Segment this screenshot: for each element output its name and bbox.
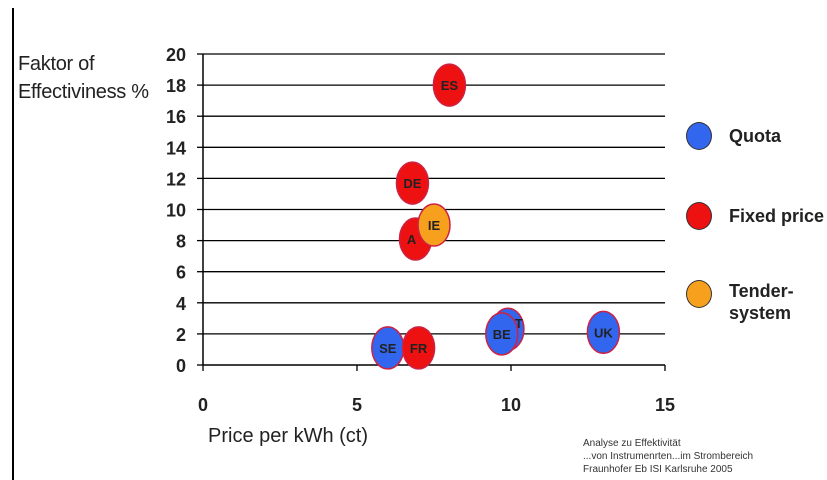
y-tick-label: 12 [166, 169, 186, 189]
y-tick-label: 10 [166, 201, 186, 221]
y-tick-label: 16 [166, 107, 186, 127]
x-tick-label: 0 [198, 395, 208, 415]
data-point-uk [586, 310, 621, 355]
x-axis-label: Price per kWh (ct) [208, 425, 369, 447]
legend-label: Fixed price [729, 206, 825, 226]
legend-swatch [686, 122, 712, 150]
data-label-es: ES [441, 78, 459, 93]
y-tick-label: 2 [176, 325, 186, 345]
data-point-fr [401, 326, 436, 370]
y-tick-label: 14 [166, 138, 186, 158]
data-point-es [432, 63, 467, 107]
x-tick-label: 5 [352, 395, 362, 415]
y-tick-label: 8 [176, 232, 186, 252]
source-note: Analyse zu Effektivität ...von Instrumen… [583, 437, 753, 476]
data-label-a: A [407, 232, 417, 247]
x-tick-labels: 0 5 10 15 [198, 395, 675, 415]
data-point-be [485, 312, 519, 356]
data-point-ie [417, 203, 451, 247]
data-label-it: IT [511, 316, 523, 331]
x-tick-label: 10 [501, 395, 521, 415]
y-tick-label: 0 [176, 356, 186, 376]
source-line: Fraunhofer Eb ISI Karlsruhe 2005 [583, 464, 733, 475]
y-tick-labels: 0 2 4 6 8 10 12 14 16 18 20 [166, 45, 186, 376]
x-tick-label: 15 [655, 395, 675, 415]
legend-swatch [686, 202, 712, 230]
data-label-se: SE [379, 341, 397, 356]
data-label-uk: UK [594, 325, 613, 340]
y-tick-label: 20 [166, 45, 186, 65]
grid-lines [203, 53, 665, 335]
data-label-ie: IE [428, 218, 441, 233]
legend-item: Quota [686, 122, 781, 150]
left-border-line [12, 8, 14, 480]
legend-item: Fixed price [686, 202, 824, 230]
data-label-fr: FR [410, 341, 428, 356]
source-line: ...von Instrumenrten...im Strombereich [583, 451, 754, 462]
y-tick-label: 18 [166, 76, 186, 96]
data-label-be: BE [493, 327, 511, 342]
y-tick-label: 4 [176, 294, 186, 314]
y-axis-label: Faktor of Effectiviness % [18, 53, 149, 103]
legend-label: Tender- system [729, 281, 794, 323]
data-point-de [395, 161, 430, 205]
data-label-de: DE [403, 176, 421, 191]
legend-item: Tender- system [686, 280, 794, 324]
legend-label: Quota [729, 126, 781, 146]
source-line: Analyse zu Effektivität [583, 438, 681, 449]
legend-swatch [686, 280, 712, 308]
axes [197, 53, 666, 371]
y-tick-label: 6 [176, 263, 186, 283]
